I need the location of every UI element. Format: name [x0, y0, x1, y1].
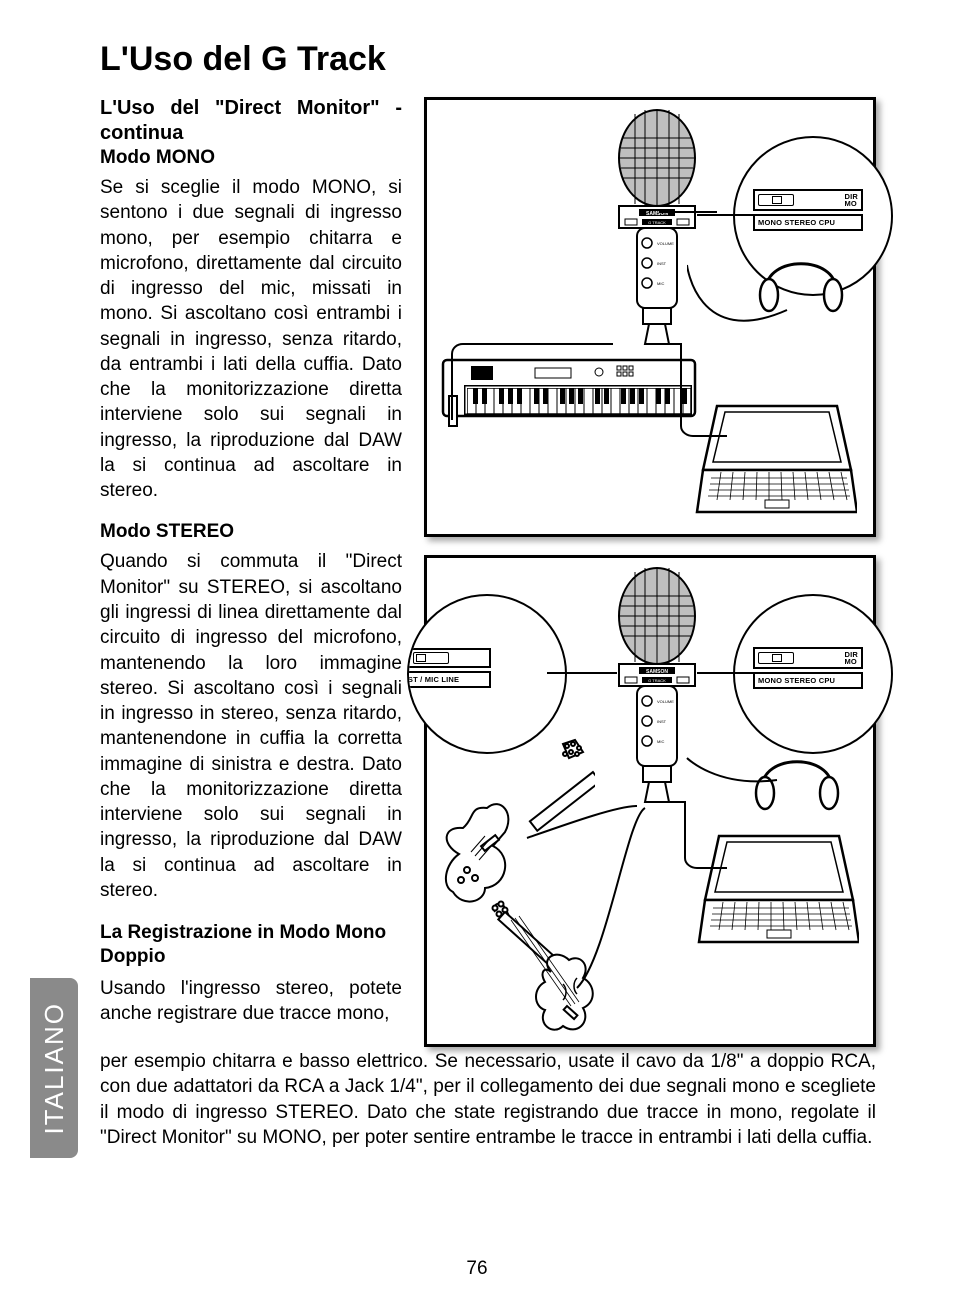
page-title: L'Uso del G Track — [100, 40, 876, 79]
text-column: L'Uso del "Direct Monitor" - continua Mo… — [100, 97, 402, 1047]
figure-mono-setup: SAMSON G TRACK VOLUME INST MIC — [424, 97, 876, 537]
mono-heading: Modo MONO — [100, 147, 402, 169]
dualmono-paragraph-full: per esempio chitarra e basso elettrico. … — [100, 1049, 876, 1150]
figure-stereo-setup: SAMSON G TRACK VOLUME INST MIC — [424, 555, 876, 1047]
stereo-paragraph: Quando si commuta il "Direct Monitor" su… — [100, 549, 402, 903]
dualmono-paragraph-narrow: Usando l'ingresso stereo, potete anche r… — [100, 976, 402, 1027]
language-tab: ITALIANO — [30, 978, 78, 1158]
stereo-heading: Modo STEREO — [100, 521, 402, 543]
language-label: ITALIANO — [39, 1002, 70, 1135]
section-subhead-line2: continua — [100, 122, 402, 145]
figure-column: SAMSON G TRACK VOLUME INST MIC — [424, 97, 876, 1047]
mono-paragraph: Se si sceglie il modo MONO, si sentono i… — [100, 175, 402, 503]
section-subhead-line1: L'Uso del "Direct Monitor" - — [100, 97, 402, 120]
page-number: 76 — [0, 1258, 954, 1280]
dualmono-heading: La Registrazione in Modo Mono Doppio — [100, 921, 402, 970]
